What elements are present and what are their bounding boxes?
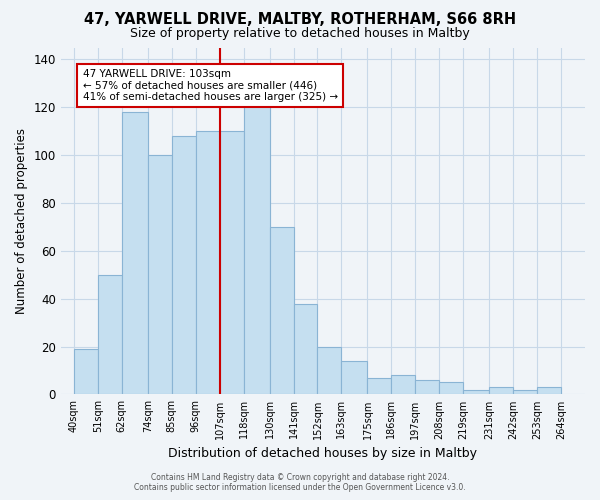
- Bar: [196, 131, 220, 394]
- Bar: [122, 112, 148, 395]
- Bar: [269, 227, 293, 394]
- Bar: [74, 349, 98, 395]
- Bar: [98, 275, 122, 394]
- Y-axis label: Number of detached properties: Number of detached properties: [15, 128, 28, 314]
- Bar: [391, 376, 415, 394]
- Bar: [293, 304, 317, 394]
- Bar: [367, 378, 391, 394]
- X-axis label: Distribution of detached houses by size in Maltby: Distribution of detached houses by size …: [169, 447, 478, 460]
- Bar: [148, 155, 172, 394]
- Bar: [439, 382, 463, 394]
- Bar: [489, 388, 513, 394]
- Text: Size of property relative to detached houses in Maltby: Size of property relative to detached ho…: [130, 28, 470, 40]
- Bar: [537, 388, 561, 394]
- Bar: [220, 131, 244, 394]
- Bar: [341, 361, 367, 394]
- Bar: [463, 390, 489, 394]
- Bar: [244, 76, 269, 394]
- Text: 47 YARWELL DRIVE: 103sqm
← 57% of detached houses are smaller (446)
41% of semi-: 47 YARWELL DRIVE: 103sqm ← 57% of detach…: [83, 69, 338, 102]
- Bar: [513, 390, 537, 394]
- Text: 47, YARWELL DRIVE, MALTBY, ROTHERHAM, S66 8RH: 47, YARWELL DRIVE, MALTBY, ROTHERHAM, S6…: [84, 12, 516, 28]
- Bar: [317, 346, 341, 395]
- Bar: [172, 136, 196, 394]
- Bar: [415, 380, 439, 394]
- Text: Contains HM Land Registry data © Crown copyright and database right 2024.
Contai: Contains HM Land Registry data © Crown c…: [134, 473, 466, 492]
